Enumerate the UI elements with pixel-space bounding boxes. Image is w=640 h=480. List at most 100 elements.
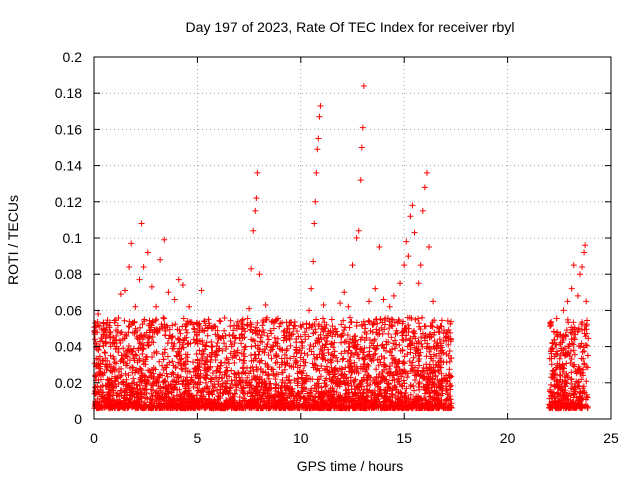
data-point [361, 398, 368, 405]
data-point [382, 362, 389, 369]
data-point [426, 400, 433, 407]
data-point [319, 315, 326, 322]
data-point [126, 323, 133, 330]
data-point [433, 383, 440, 390]
data-point [355, 384, 362, 391]
data-point [239, 316, 246, 323]
data-point [122, 287, 129, 294]
data-point [337, 392, 344, 399]
data-point [357, 177, 364, 184]
data-point [274, 359, 281, 366]
data-point [407, 398, 414, 405]
data-point [268, 366, 275, 373]
data-point [156, 395, 163, 402]
data-point [381, 345, 388, 352]
data-point [123, 376, 130, 383]
data-point [357, 336, 364, 343]
data-point [169, 334, 176, 341]
data-point [383, 338, 390, 345]
data-point [372, 396, 379, 403]
data-point [547, 323, 554, 330]
data-point [299, 380, 306, 387]
data-point [310, 351, 317, 358]
data-point [265, 405, 272, 412]
data-point [99, 357, 106, 364]
data-point [100, 342, 107, 349]
data-point [424, 343, 431, 350]
data-point [423, 361, 430, 368]
data-point [411, 327, 418, 334]
data-point [399, 320, 406, 327]
data-point [548, 355, 555, 362]
data-point [417, 349, 424, 356]
data-point [307, 393, 314, 400]
data-point [395, 389, 402, 396]
data-point [447, 393, 454, 400]
axis-ticks: 0 5 10 15 20 25 0 0.02 0.04 0.06 0.08 0.1 0.12 0.14 0.… [55, 49, 619, 446]
data-point [551, 336, 558, 343]
data-point [353, 322, 360, 329]
data-point [281, 366, 288, 373]
data-point [148, 399, 155, 406]
data-point [574, 383, 581, 390]
data-point [347, 319, 354, 326]
data-point [319, 394, 326, 401]
data-point [203, 401, 210, 408]
data-point [144, 377, 151, 384]
data-point [350, 379, 357, 386]
data-point [231, 404, 238, 411]
data-point [273, 382, 280, 389]
data-point [93, 362, 100, 369]
data-point [236, 394, 243, 401]
data-point [347, 353, 354, 360]
data-point [216, 365, 223, 372]
data-point [556, 355, 563, 362]
data-point [149, 354, 156, 361]
data-point [153, 303, 160, 310]
data-point [298, 338, 305, 345]
data-point [563, 372, 570, 379]
data-point [202, 374, 209, 381]
data-point [554, 401, 561, 408]
data-point [551, 353, 558, 360]
data-point [164, 340, 171, 347]
data-point [232, 335, 239, 342]
data-point [253, 383, 260, 390]
data-point [447, 318, 454, 325]
data-point [118, 352, 125, 359]
data-point [163, 370, 170, 377]
data-point [345, 403, 352, 410]
data-point [247, 319, 254, 326]
data-point [256, 379, 263, 386]
data-point [416, 362, 423, 369]
data-point [241, 334, 248, 341]
data-point [268, 330, 275, 337]
data-point [124, 360, 131, 367]
data-point [161, 236, 168, 243]
data-point [318, 384, 325, 391]
data-point [139, 321, 146, 328]
data-point [568, 285, 575, 292]
data-point [129, 400, 136, 407]
data-point [294, 389, 301, 396]
data-point [328, 357, 335, 364]
data-point [424, 370, 431, 377]
data-point [386, 303, 393, 310]
data-point [419, 314, 426, 321]
data-point [122, 397, 129, 404]
data-point [573, 378, 580, 385]
data-point [374, 381, 381, 388]
data-point [267, 327, 274, 334]
data-point [104, 395, 111, 402]
data-point [372, 316, 379, 323]
data-point [321, 334, 328, 341]
data-point [223, 355, 230, 362]
data-point [182, 388, 189, 395]
data-point [268, 355, 275, 362]
data-point [252, 387, 259, 394]
data-point [144, 249, 151, 256]
data-point [352, 390, 359, 397]
data-point [294, 378, 301, 385]
data-point [265, 336, 272, 343]
data-point [102, 350, 109, 357]
